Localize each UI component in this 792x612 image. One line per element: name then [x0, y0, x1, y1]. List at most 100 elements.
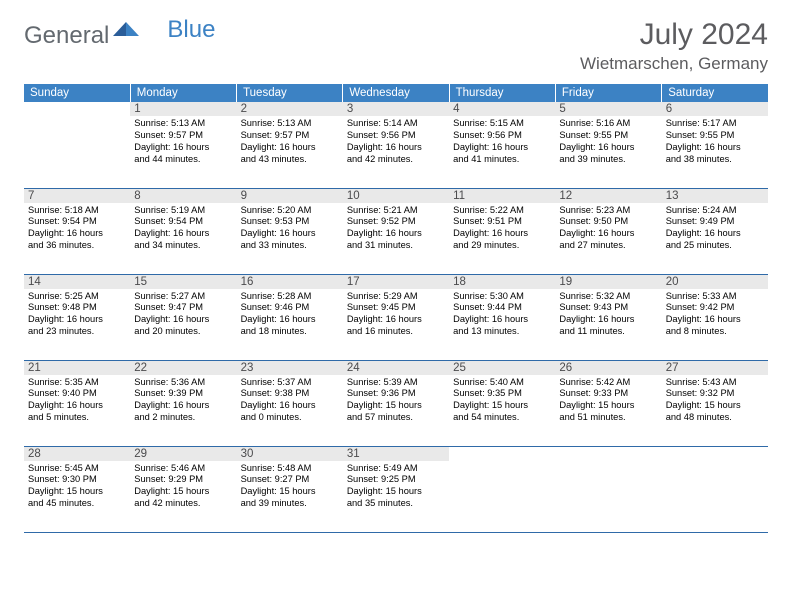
day-line: Daylight: 16 hours — [241, 142, 339, 154]
day-line: Sunrise: 5:48 AM — [241, 463, 339, 475]
day-line: Daylight: 16 hours — [28, 314, 126, 326]
calendar-week-row: 21Sunrise: 5:35 AMSunset: 9:40 PMDayligh… — [24, 360, 768, 446]
calendar-week-row: 14Sunrise: 5:25 AMSunset: 9:48 PMDayligh… — [24, 274, 768, 360]
day-number: 15 — [130, 275, 236, 289]
day-number: 29 — [130, 447, 236, 461]
day-line: Daylight: 16 hours — [134, 228, 232, 240]
day-details: Sunrise: 5:28 AMSunset: 9:46 PMDaylight:… — [241, 291, 339, 339]
day-number: 3 — [343, 102, 449, 116]
day-number: 5 — [555, 102, 661, 116]
day-line: Daylight: 16 hours — [241, 314, 339, 326]
day-line: Sunset: 9:38 PM — [241, 388, 339, 400]
day-line: Daylight: 16 hours — [453, 228, 551, 240]
day-line: Sunset: 9:44 PM — [453, 302, 551, 314]
day-line: Daylight: 15 hours — [241, 486, 339, 498]
calendar-day-cell: 5Sunrise: 5:16 AMSunset: 9:55 PMDaylight… — [555, 102, 661, 188]
day-number: 16 — [237, 275, 343, 289]
day-line: and 27 minutes. — [559, 240, 657, 252]
day-details: Sunrise: 5:14 AMSunset: 9:56 PMDaylight:… — [347, 118, 445, 166]
day-number: 9 — [237, 189, 343, 203]
brand-text-general: General — [24, 22, 109, 50]
day-details: Sunrise: 5:20 AMSunset: 9:53 PMDaylight:… — [241, 205, 339, 253]
calendar-day-cell: 10Sunrise: 5:21 AMSunset: 9:52 PMDayligh… — [343, 188, 449, 274]
day-line: and 57 minutes. — [347, 412, 445, 424]
day-details: Sunrise: 5:35 AMSunset: 9:40 PMDaylight:… — [28, 377, 126, 425]
day-number: 13 — [662, 189, 768, 203]
brand-text-blue: Blue — [167, 16, 215, 44]
day-number: 26 — [555, 361, 661, 375]
day-line: Sunrise: 5:25 AM — [28, 291, 126, 303]
day-line: and 42 minutes. — [347, 154, 445, 166]
day-line: Daylight: 15 hours — [134, 486, 232, 498]
calendar-day-cell: 30Sunrise: 5:48 AMSunset: 9:27 PMDayligh… — [237, 446, 343, 532]
calendar-day-cell — [662, 446, 768, 532]
weekday-header: Friday — [555, 84, 661, 102]
day-line: Sunrise: 5:28 AM — [241, 291, 339, 303]
calendar-day-cell: 11Sunrise: 5:22 AMSunset: 9:51 PMDayligh… — [449, 188, 555, 274]
calendar-day-cell: 16 Sunrise: 5:28 AMSunset: 9:46 PMDayligh… — [237, 274, 343, 360]
calendar-day-cell: 27Sunrise: 5:43 AMSunset: 9:32 PMDayligh… — [662, 360, 768, 446]
day-line: Daylight: 16 hours — [666, 228, 764, 240]
day-number: 14 — [24, 275, 130, 289]
day-number: 23 — [237, 361, 343, 375]
day-details: Sunrise: 5:37 AMSunset: 9:38 PMDaylight:… — [241, 377, 339, 425]
day-line: Sunset: 9:49 PM — [666, 216, 764, 228]
day-line: Daylight: 16 hours — [134, 314, 232, 326]
day-details: Sunrise: 5:24 AMSunset: 9:49 PMDaylight:… — [666, 205, 764, 253]
day-line: and 44 minutes. — [134, 154, 232, 166]
day-line: Daylight: 15 hours — [347, 400, 445, 412]
day-line: and 8 minutes. — [666, 326, 764, 338]
calendar-day-cell: 26Sunrise: 5:42 AMSunset: 9:33 PMDayligh… — [555, 360, 661, 446]
day-line: Daylight: 16 hours — [134, 142, 232, 154]
day-line: Sunrise: 5:32 AM — [559, 291, 657, 303]
day-line: Daylight: 16 hours — [347, 228, 445, 240]
day-details: Sunrise: 5:18 AMSunset: 9:54 PMDaylight:… — [28, 205, 126, 253]
day-number: 25 — [449, 361, 555, 375]
calendar-day-cell — [555, 446, 661, 532]
weekday-header: Monday — [130, 84, 236, 102]
day-number: 8 — [130, 189, 236, 203]
calendar-day-cell — [449, 446, 555, 532]
calendar-day-cell: 19Sunrise: 5:32 AMSunset: 9:43 PMDayligh… — [555, 274, 661, 360]
day-line: Sunset: 9:51 PM — [453, 216, 551, 228]
calendar-day-cell: 15Sunrise: 5:27 AMSunset: 9:47 PMDayligh… — [130, 274, 236, 360]
day-line: Daylight: 16 hours — [347, 314, 445, 326]
day-line: and 39 minutes. — [559, 154, 657, 166]
day-line: Daylight: 16 hours — [666, 314, 764, 326]
page-header: General Blue July 2024 Wietmarschen, Ger… — [24, 18, 768, 74]
day-line: Sunset: 9:54 PM — [134, 216, 232, 228]
day-number: 31 — [343, 447, 449, 461]
calendar-day-cell: 13 Sunrise: 5:24 AMSunset: 9:49 PMDayligh… — [662, 188, 768, 274]
day-line: Sunrise: 5:17 AM — [666, 118, 764, 130]
day-line: Sunset: 9:56 PM — [347, 130, 445, 142]
day-details: Sunrise: 5:45 AMSunset: 9:30 PMDaylight:… — [28, 463, 126, 511]
day-line: Sunset: 9:48 PM — [28, 302, 126, 314]
day-line: Daylight: 15 hours — [453, 400, 551, 412]
day-line: Sunset: 9:46 PM — [241, 302, 339, 314]
day-line: and 11 minutes. — [559, 326, 657, 338]
day-number: 17 — [343, 275, 449, 289]
calendar-day-cell: 23 Sunrise: 5:37 AMSunset: 9:38 PMDayligh… — [237, 360, 343, 446]
day-line: Sunset: 9:47 PM — [134, 302, 232, 314]
day-line: Sunrise: 5:29 AM — [347, 291, 445, 303]
day-line: and 29 minutes. — [453, 240, 551, 252]
day-line: and 35 minutes. — [347, 498, 445, 510]
day-details: Sunrise: 5:40 AMSunset: 9:35 PMDaylight:… — [453, 377, 551, 425]
day-line: and 5 minutes. — [28, 412, 126, 424]
day-number: 12 — [555, 189, 661, 203]
day-number: 11 — [449, 189, 555, 203]
calendar-day-cell: 29Sunrise: 5:46 AMSunset: 9:29 PMDayligh… — [130, 446, 236, 532]
calendar-day-cell: 25 Sunrise: 5:40 AMSunset: 9:35 PMDayligh… — [449, 360, 555, 446]
day-line: Sunrise: 5:42 AM — [559, 377, 657, 389]
calendar-week-row: 1Sunrise: 5:13 AMSunset: 9:57 PMDaylight… — [24, 102, 768, 188]
day-line: Daylight: 16 hours — [559, 142, 657, 154]
day-line: Sunset: 9:57 PM — [241, 130, 339, 142]
day-line: Daylight: 16 hours — [559, 314, 657, 326]
day-line: Sunrise: 5:49 AM — [347, 463, 445, 475]
calendar-day-cell: 6Sunrise: 5:17 AMSunset: 9:55 PMDaylight… — [662, 102, 768, 188]
day-details: Sunrise: 5:25 AMSunset: 9:48 PMDaylight:… — [28, 291, 126, 339]
day-line: Sunrise: 5:33 AM — [666, 291, 764, 303]
calendar-week-row: 7Sunrise: 5:18 AMSunset: 9:54 PMDaylight… — [24, 188, 768, 274]
title-block: July 2024 Wietmarschen, Germany — [580, 18, 768, 74]
day-details: Sunrise: 5:49 AMSunset: 9:25 PMDaylight:… — [347, 463, 445, 511]
